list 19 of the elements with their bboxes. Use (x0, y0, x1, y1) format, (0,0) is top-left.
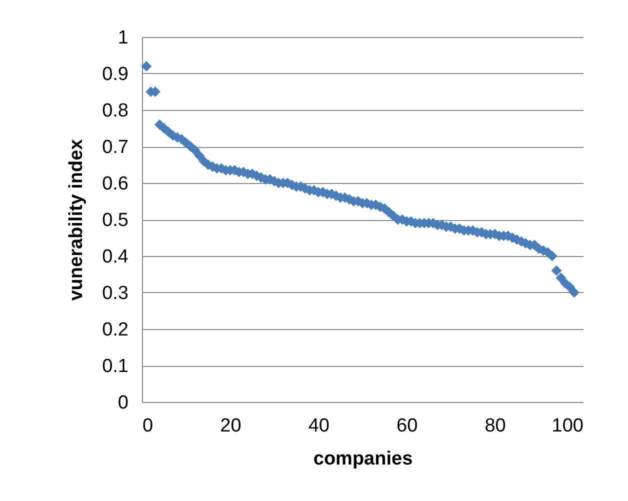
x-axis-title: companies (313, 448, 413, 470)
x-tick-label: 40 (308, 416, 330, 436)
x-tick-label: 60 (396, 416, 418, 436)
y-tick-label: 0.5 (102, 210, 128, 231)
y-tick-label: 0.9 (102, 64, 128, 85)
y-tick-label: 0.6 (102, 174, 128, 194)
y-tick-label: 0.8 (102, 100, 128, 122)
y-tick-label: 1 (118, 28, 128, 48)
y-tick-label: 0.4 (102, 246, 129, 268)
y-tick-label: 0.3 (102, 283, 128, 304)
x-tick-label: 100 (552, 416, 584, 436)
y-axis-title: vunerability index (66, 138, 88, 301)
x-tick-label: 80 (484, 416, 506, 436)
x-tick-label: 20 (220, 416, 242, 436)
y-tick-label: 0.7 (102, 137, 128, 158)
y-tick-label: 0.1 (102, 356, 128, 377)
y-tick-label: 0 (118, 392, 128, 414)
x-tick-label: 0 (142, 416, 154, 436)
y-tick-label: 0.2 (102, 320, 128, 340)
